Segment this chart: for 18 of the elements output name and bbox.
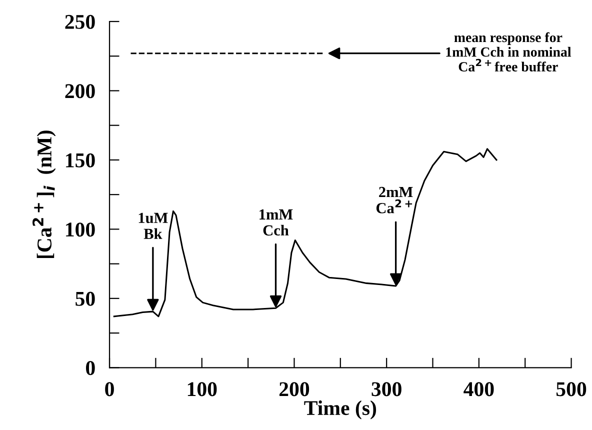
x-tick-label: 500: [556, 382, 586, 396]
x-axis-title: Time (s): [304, 400, 376, 420]
y-tick-label: 250: [65, 14, 95, 29]
x-tick-label: 400: [464, 382, 494, 396]
annotation: mean response for 1mM Cch in nominal Ca$^{2+}$free buffer: [446, 32, 572, 72]
x-tick-label: 300: [372, 382, 402, 396]
y-tick-label: 150: [66, 153, 95, 168]
y-tick-label: 200: [65, 84, 95, 98]
y-tick-label: 0: [86, 361, 95, 376]
y-tick-label: 100: [66, 222, 95, 237]
x-tick-label: 100: [188, 382, 217, 396]
annotation: 1mM Cch: [260, 209, 293, 236]
x-tick-label: 200: [279, 382, 310, 396]
y-tick-label: 50: [76, 292, 95, 306]
y-axis-title: [Ca$^{2+}$]$_{i}$ (nM): [32, 130, 56, 258]
annotation: 1uM Bk: [138, 212, 168, 239]
x-tick-label: 0: [105, 382, 114, 396]
annotation: 2mM Ca$^{2+}$: [376, 186, 413, 214]
